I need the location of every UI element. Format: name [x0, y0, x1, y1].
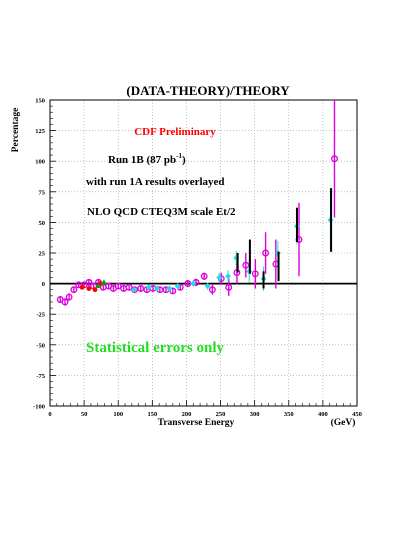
x-tick-label: 450: [352, 411, 362, 418]
x-tick-label: 250: [216, 411, 226, 418]
data-point: [154, 285, 161, 292]
statistical-errors-label: Statistical errors only: [86, 340, 225, 356]
data-point: [166, 285, 173, 292]
data-point: [79, 284, 85, 290]
data-point: [331, 155, 338, 163]
y-tick-label: 125: [35, 128, 46, 135]
data-point: [130, 286, 137, 293]
series-errorbar: [236, 188, 333, 289]
y-tick-label: 0: [42, 281, 45, 288]
run-label-exponent: -1: [176, 152, 182, 160]
data-point: [114, 282, 122, 290]
grid: [50, 100, 357, 406]
data-point: [86, 286, 92, 291]
data-point: [65, 293, 73, 301]
y-tick-label: 75: [39, 189, 46, 196]
data-point: [100, 279, 107, 285]
data-point: [216, 274, 223, 281]
data-point: [61, 298, 69, 306]
data-point: [242, 261, 250, 269]
data-point: [190, 280, 197, 287]
y-tick-label: -25: [36, 312, 45, 319]
data-point: [225, 273, 232, 280]
theory-label: NLO QCD CTEQ3M scale Et/2: [87, 206, 236, 218]
data-point: [204, 283, 211, 290]
x-tick-label: 300: [250, 411, 260, 418]
run-label-close: ): [182, 154, 186, 166]
x-tick-label: 150: [147, 411, 157, 418]
data-point: [225, 283, 233, 291]
preliminary-label: CDF Preliminary: [134, 126, 216, 138]
y-tick-label: -50: [36, 342, 45, 349]
x-tick-label: 350: [284, 411, 294, 418]
y-axis-label: Percentage: [11, 108, 21, 153]
chart-title: (DATA-THEORY)/THEORY: [126, 83, 290, 98]
overlay-label: with run 1A results overlayed: [86, 176, 225, 188]
data-point: [262, 249, 270, 257]
data-point: [85, 278, 93, 286]
data-point: [145, 284, 152, 291]
data-point: [208, 286, 216, 294]
run-label: Run 1B (87 pb-1): [108, 152, 186, 166]
data-point: [137, 285, 145, 292]
data-point: [70, 286, 78, 294]
data-point: [169, 287, 177, 295]
data-marks: [56, 100, 338, 306]
x-tick-label: 0: [48, 411, 51, 418]
data-point: [92, 287, 98, 293]
x-tick-label: 100: [113, 411, 123, 418]
axis-ticks: 0 50 100 150 200 250 300 350 400 4501501251007550…: [33, 98, 362, 419]
data-point: [125, 283, 133, 291]
data-point: [200, 272, 208, 280]
x-tick-label: 200: [182, 411, 192, 418]
series-filled-triangle: [95, 279, 107, 289]
y-tick-label: -75: [36, 373, 45, 380]
x-tick-label: 50: [81, 411, 88, 418]
series-filled-diamond: [130, 189, 334, 293]
data-point: [95, 283, 102, 289]
y-tick-label: 100: [35, 159, 45, 166]
series-open-circle: [56, 100, 338, 306]
data-point: [251, 270, 259, 278]
y-tick-label: -100: [33, 404, 45, 411]
run-label-main: Run 1B (87 pb: [108, 154, 176, 166]
y-tick-label: 150: [35, 98, 45, 105]
y-tick-label: 25: [39, 251, 46, 258]
data-point: [174, 283, 181, 290]
x-axis-label: Transverse Energy: [158, 418, 235, 428]
y-tick-label: 50: [39, 220, 46, 227]
x-axis-unit: (GeV): [331, 417, 356, 428]
x-tick-label: 400: [318, 411, 328, 418]
